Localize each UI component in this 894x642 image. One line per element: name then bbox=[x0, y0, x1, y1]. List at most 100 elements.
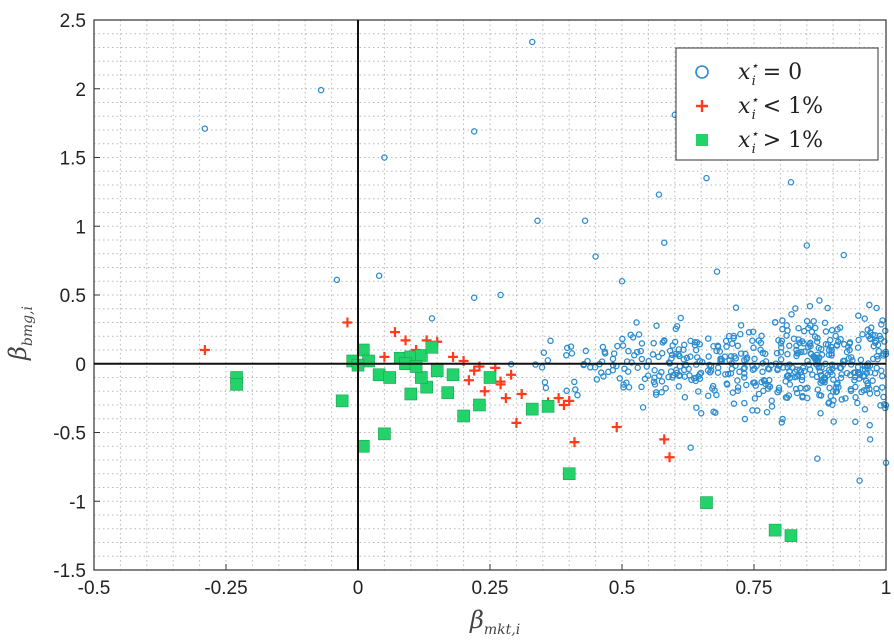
point-x-zero bbox=[574, 391, 581, 399]
tick-labels: -0.5 -0.25 0 0.25 0.5 0.75 1 -1.5 -1 -0.5 0 0.5 1 1.5… bbox=[53, 11, 891, 599]
x-tick-label: 1 bbox=[881, 578, 892, 599]
point-x-zero bbox=[833, 388, 841, 395]
point-x-zero bbox=[824, 372, 831, 379]
point-x-zero bbox=[793, 350, 801, 357]
point-x-zero bbox=[705, 353, 712, 360]
point-x-zero bbox=[827, 392, 834, 400]
x-tick-label: 0.25 bbox=[472, 578, 509, 599]
point-x-gt-1pct bbox=[415, 349, 428, 362]
point-x-lt-1pct bbox=[342, 317, 353, 328]
point-x-zero bbox=[681, 394, 689, 401]
point-x-zero bbox=[787, 178, 795, 186]
point-x-zero bbox=[668, 351, 676, 359]
point-x-zero bbox=[563, 344, 571, 352]
point-x-zero bbox=[683, 354, 691, 362]
point-x-zero bbox=[867, 329, 874, 336]
point-x-zero bbox=[866, 436, 874, 443]
point-x-zero bbox=[878, 367, 885, 375]
point-x-zero bbox=[634, 364, 641, 372]
point-x-zero bbox=[682, 361, 690, 369]
point-x-zero bbox=[861, 406, 869, 413]
point-x-zero bbox=[737, 350, 745, 357]
point-x-zero bbox=[620, 381, 627, 388]
point-x-gt-1pct bbox=[230, 378, 243, 391]
svg-text:βmkt,i: βmkt,i bbox=[469, 606, 520, 638]
point-x-zero bbox=[790, 335, 798, 342]
point-x-zero bbox=[863, 369, 871, 377]
y-axis-label-sub: bmg,i bbox=[20, 306, 36, 346]
point-x-lt-1pct bbox=[495, 376, 506, 387]
point-x-zero bbox=[763, 408, 771, 416]
point-x-zero bbox=[779, 317, 786, 324]
point-x-zero bbox=[816, 297, 823, 304]
point-x-zero bbox=[660, 337, 668, 345]
point-x-zero bbox=[826, 384, 833, 392]
point-x-zero bbox=[749, 366, 757, 374]
point-x-zero bbox=[864, 382, 872, 389]
point-x-zero bbox=[734, 377, 741, 384]
point-x-zero bbox=[375, 272, 383, 279]
point-x-gt-1pct bbox=[541, 400, 555, 413]
point-x-zero bbox=[793, 346, 800, 354]
point-x-gt-1pct bbox=[356, 439, 370, 453]
point-x-gt-1pct bbox=[372, 368, 386, 382]
point-x-zero bbox=[777, 356, 785, 363]
point-x-gt-1pct bbox=[378, 427, 391, 441]
point-x-zero bbox=[717, 355, 724, 363]
point-x-zero bbox=[855, 336, 862, 344]
point-x-zero bbox=[854, 399, 861, 407]
point-x-zero bbox=[658, 349, 666, 357]
point-x-zero bbox=[665, 359, 673, 366]
point-x-zero bbox=[609, 355, 617, 363]
point-x-zero bbox=[777, 340, 785, 347]
point-x-zero bbox=[673, 322, 681, 330]
point-x-zero bbox=[878, 384, 886, 391]
point-x-zero bbox=[869, 377, 876, 384]
point-x-zero bbox=[762, 350, 769, 358]
point-x-zero bbox=[675, 383, 683, 390]
point-x-zero bbox=[649, 351, 657, 358]
point-x-zero bbox=[828, 326, 836, 334]
point-x-gt-1pct bbox=[409, 360, 423, 373]
point-x-zero bbox=[732, 304, 740, 311]
point-x-zero bbox=[755, 337, 762, 344]
legend-marker-plus bbox=[696, 100, 708, 112]
point-x-zero bbox=[201, 125, 209, 132]
point-x-gt-1pct bbox=[446, 368, 460, 382]
point-x-zero bbox=[813, 351, 821, 359]
x-axis-label-sub: mkt,i bbox=[484, 622, 520, 638]
point-x-zero bbox=[638, 383, 645, 391]
point-x-lt-1pct bbox=[564, 395, 575, 406]
point-x-zero bbox=[743, 356, 750, 363]
point-x-zero bbox=[609, 366, 617, 374]
y-axis-label-base: β bbox=[4, 346, 32, 361]
point-x-zero bbox=[619, 342, 627, 349]
point-x-zero bbox=[840, 251, 848, 259]
point-x-zero bbox=[672, 350, 679, 358]
point-x-gt-1pct bbox=[473, 398, 486, 412]
point-x-zero bbox=[706, 361, 713, 369]
point-x-zero bbox=[768, 403, 776, 410]
point-x-zero bbox=[855, 312, 862, 319]
point-x-zero bbox=[658, 378, 666, 385]
data-marks bbox=[199, 38, 890, 542]
point-x-gt-1pct bbox=[562, 467, 576, 481]
point-x-zero bbox=[687, 353, 694, 360]
point-x-zero bbox=[673, 369, 681, 377]
point-x-zero bbox=[741, 399, 748, 407]
point-x-zero bbox=[810, 318, 817, 325]
point-x-zero bbox=[837, 374, 845, 382]
point-x-zero bbox=[655, 191, 663, 198]
point-x-zero bbox=[874, 355, 881, 363]
point-x-zero bbox=[571, 378, 578, 386]
point-x-zero bbox=[824, 304, 831, 312]
point-x-zero bbox=[775, 384, 783, 392]
point-x-zero bbox=[861, 315, 869, 322]
point-x-zero bbox=[567, 343, 575, 350]
legend-marker-square bbox=[696, 134, 708, 146]
x-tick-label: 0 bbox=[353, 578, 364, 599]
y-axis-label: βbmg,i bbox=[4, 306, 36, 361]
point-x-zero bbox=[874, 389, 881, 397]
point-x-zero bbox=[697, 409, 705, 417]
point-x-zero bbox=[798, 376, 806, 384]
